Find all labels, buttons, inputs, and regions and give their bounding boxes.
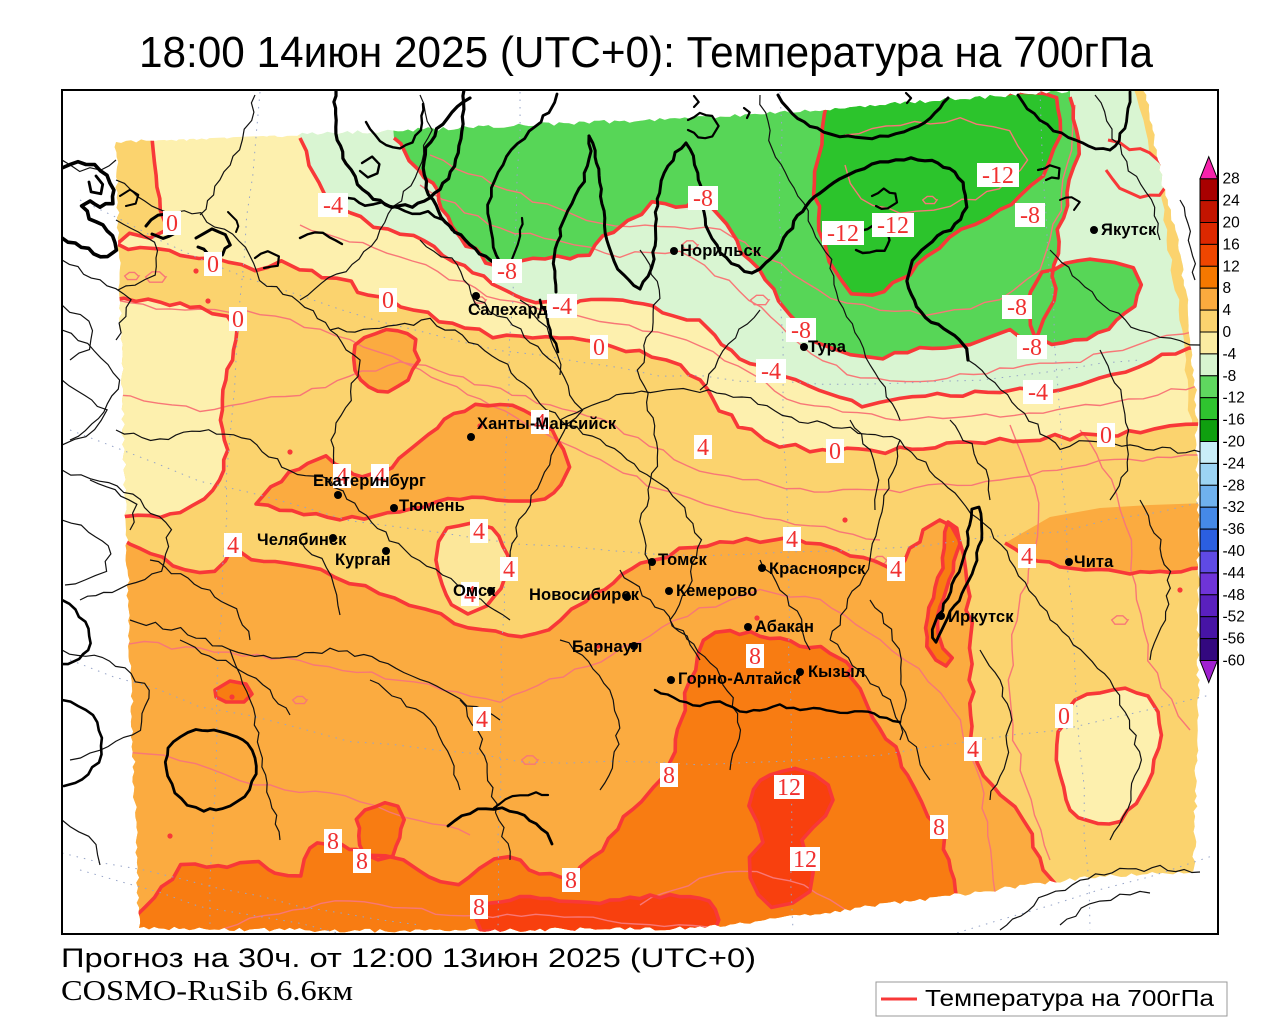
svg-text:-8: -8 [497,259,517,285]
svg-text:Тура: Тура [808,338,847,356]
svg-text:0: 0 [382,288,394,314]
svg-text:Кызыл: Кызыл [808,663,865,681]
svg-text:28: 28 [1223,171,1240,188]
svg-text:8: 8 [473,895,485,921]
svg-text:-8: -8 [791,318,811,344]
svg-text:8: 8 [565,868,577,894]
svg-text:-28: -28 [1223,477,1245,494]
svg-text:-8: -8 [693,186,713,212]
svg-text:-44: -44 [1223,565,1246,582]
svg-text:-8: -8 [1007,295,1027,321]
svg-text:Кемерово: Кемерово [676,582,757,600]
svg-text:0: 0 [232,307,244,333]
svg-text:-48: -48 [1223,587,1245,604]
svg-text:4: 4 [1223,302,1232,319]
svg-text:8: 8 [663,763,675,789]
svg-text:Прогноз на 30ч. от 12:00 13июн: Прогноз на 30ч. от 12:00 13июн 2025 (UTC… [61,943,756,973]
svg-text:4: 4 [503,557,515,583]
svg-text:Норильск: Норильск [680,242,762,260]
svg-text:0: 0 [1100,423,1112,449]
svg-text:4: 4 [1021,544,1033,570]
svg-text:Курган: Курган [335,551,391,569]
svg-text:4: 4 [476,707,488,733]
svg-text:-4: -4 [761,359,781,385]
svg-text:Абакан: Абакан [755,618,814,636]
svg-text:-56: -56 [1223,631,1245,648]
svg-text:16: 16 [1223,236,1240,253]
svg-text:8: 8 [1223,280,1232,297]
svg-text:-36: -36 [1223,521,1245,538]
svg-text:Горно-Алтайск: Горно-Алтайск [678,670,801,688]
svg-text:COSMO-RuSib 6.6км: COSMO-RuSib 6.6км [61,976,353,1007]
svg-text:4: 4 [534,410,546,436]
svg-text:-12: -12 [1223,390,1245,407]
svg-text:4: 4 [336,464,348,490]
svg-text:8: 8 [749,644,761,670]
svg-text:Иркутск: Иркутск [948,608,1014,626]
svg-text:-4: -4 [1028,380,1048,406]
svg-text:8: 8 [356,849,368,875]
svg-text:Барнаул: Барнаул [572,638,642,656]
svg-text:Челябинск: Челябинск [257,531,347,549]
svg-text:-60: -60 [1223,653,1246,670]
svg-text:-40: -40 [1223,543,1246,560]
svg-text:-52: -52 [1223,609,1245,626]
svg-text:4: 4 [697,435,709,461]
svg-text:Температура на 700гПа: Температура на 700гПа [925,985,1214,1011]
svg-text:0: 0 [166,211,178,237]
svg-text:4: 4 [464,582,476,608]
svg-text:Томск: Томск [658,551,707,569]
svg-text:Ханты-Мансийск: Ханты-Мансийск [477,415,617,433]
svg-text:-20: -20 [1223,434,1246,451]
svg-text:4: 4 [374,464,386,490]
svg-text:4: 4 [473,519,485,545]
svg-text:Новосибирск: Новосибирск [529,586,640,604]
svg-text:0: 0 [829,439,841,465]
svg-text:Салехард: Салехард [468,301,548,319]
svg-text:-8: -8 [1022,335,1042,361]
svg-text:Якутск: Якутск [1101,221,1157,239]
svg-text:0: 0 [1223,324,1232,341]
svg-text:Омск: Омск [453,582,496,600]
svg-text:-32: -32 [1223,499,1245,516]
svg-text:4: 4 [786,527,798,553]
svg-text:8: 8 [933,815,945,841]
svg-text:-4: -4 [323,193,343,219]
svg-text:-12: -12 [877,213,909,239]
svg-text:-16: -16 [1223,412,1245,429]
svg-text:12: 12 [777,775,801,801]
svg-text:Чита: Чита [1074,553,1114,571]
svg-text:0: 0 [1058,704,1070,730]
svg-text:18:00 14июн 2025 (UTC+0): Темп: 18:00 14июн 2025 (UTC+0): Температура на… [139,28,1153,77]
svg-text:0: 0 [207,252,219,278]
svg-text:12: 12 [1223,258,1240,275]
svg-text:-8: -8 [1223,368,1237,385]
svg-text:20: 20 [1223,215,1241,232]
svg-text:4: 4 [967,737,979,763]
svg-text:4: 4 [890,557,902,583]
svg-text:24: 24 [1223,193,1241,210]
svg-text:-12: -12 [827,221,859,247]
svg-text:-4: -4 [1223,346,1237,363]
svg-text:-12: -12 [982,163,1014,189]
svg-text:4: 4 [227,533,239,559]
svg-text:Красноярск: Красноярск [769,560,866,578]
svg-text:-24: -24 [1223,455,1246,472]
svg-text:-4: -4 [552,294,572,320]
svg-text:-8: -8 [1020,203,1040,229]
svg-text:0: 0 [593,335,605,361]
svg-text:Тюмень: Тюмень [399,497,465,515]
svg-text:Екатеринбург: Екатеринбург [313,472,426,490]
svg-text:8: 8 [327,829,339,855]
svg-text:12: 12 [793,847,817,873]
